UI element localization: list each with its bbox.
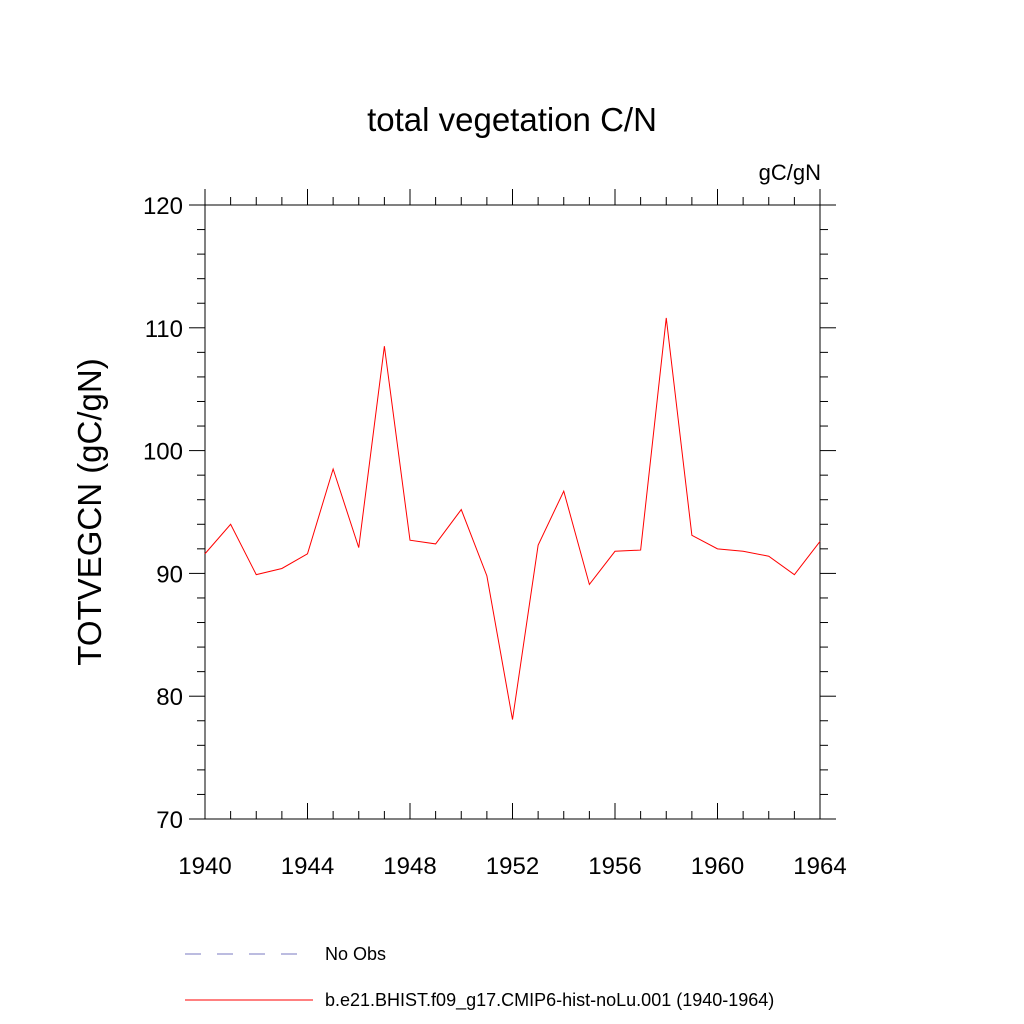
x-tick-label: 1940 (178, 853, 231, 880)
x-tick-label: 1944 (281, 853, 334, 880)
axis-ticks (189, 189, 836, 820)
x-tick-label: 1964 (793, 853, 846, 880)
y-tick-label: 120 (143, 193, 183, 220)
series-line (204, 317, 821, 720)
legend-label: No Obs (325, 944, 386, 964)
plot-frame (204, 204, 821, 820)
units-label: gC/gN (759, 160, 821, 185)
x-tick-label: 1952 (486, 853, 539, 880)
axis-tick-labels: 1940 1944 1948 1952 1956 1960 1964 70 80 90 100 110… (143, 193, 847, 880)
x-tick-label: 1960 (691, 853, 744, 880)
y-tick-label: 90 (156, 561, 183, 588)
chart-title: total vegetation C/N (367, 101, 657, 138)
y-tick-label: 100 (143, 439, 183, 466)
y-tick-label: 110 (145, 316, 183, 343)
y-axis-label: TOTVEGCN (gC/gN) (71, 358, 108, 665)
series-layer (204, 317, 821, 720)
y-tick-label: 80 (156, 684, 183, 711)
y-tick-label: 70 (156, 807, 183, 834)
legend-label: b.e21.BHIST.f09_g17.CMIP6-hist-noLu.001 … (325, 990, 774, 1011)
x-tick-label: 1948 (383, 853, 436, 880)
x-tick-label: 1956 (588, 853, 641, 880)
legend: No Obs b.e21.BHIST.f09_g17.CMIP6-hist-noL… (185, 944, 774, 1011)
